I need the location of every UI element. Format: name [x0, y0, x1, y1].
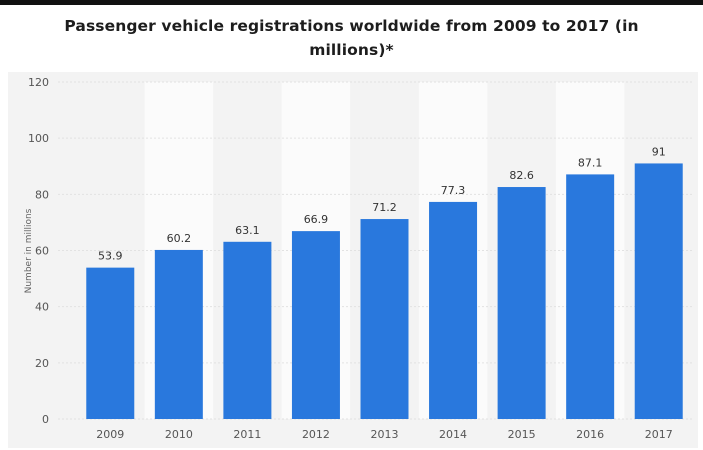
bar[interactable]	[154, 249, 203, 419]
x-tick-label: 2014	[439, 428, 467, 441]
x-tick-label: 2011	[233, 428, 261, 441]
x-tick-label: 2012	[302, 428, 330, 441]
x-tick-label: 2016	[576, 428, 604, 441]
bar[interactable]	[360, 219, 409, 419]
data-label: 66.9	[304, 213, 329, 226]
data-label: 63.1	[235, 224, 260, 237]
y-axis-label: Number in millions	[24, 208, 34, 293]
x-tick-label: 2010	[165, 428, 193, 441]
bar[interactable]	[86, 267, 135, 419]
bar[interactable]	[429, 201, 478, 419]
bar[interactable]	[634, 163, 683, 419]
y-tick-label: 20	[35, 357, 49, 370]
data-label: 91	[652, 145, 666, 158]
data-label: 87.1	[578, 156, 603, 169]
y-tick-label: 120	[28, 76, 49, 89]
bar[interactable]	[566, 174, 615, 419]
bar[interactable]	[223, 241, 272, 419]
x-tick-label: 2009	[96, 428, 124, 441]
bar[interactable]	[497, 187, 546, 419]
x-tick-label: 2013	[371, 428, 399, 441]
data-label: 53.9	[98, 250, 123, 263]
y-tick-label: 0	[42, 413, 49, 426]
chart-title: Passenger vehicle registrations worldwid…	[64, 17, 639, 59]
x-tick-label: 2017	[645, 428, 673, 441]
y-tick-label: 40	[35, 301, 49, 314]
x-tick-label: 2015	[508, 428, 536, 441]
y-tick-label: 100	[28, 132, 49, 145]
y-tick-label: 60	[35, 245, 49, 258]
data-label: 77.3	[441, 184, 466, 197]
data-label: 60.2	[167, 232, 192, 245]
data-label: 82.6	[509, 169, 534, 182]
bar[interactable]	[291, 231, 340, 419]
bars	[86, 163, 683, 419]
top-rule	[0, 0, 703, 5]
x-axis-ticks: 2009 2010 2011 2012 2013 2014 2015 2016 2017	[96, 428, 672, 441]
y-tick-label: 80	[35, 188, 49, 201]
data-labels: 53.9 60.2 63.1 66.9 71.2 77.3 82.6 87.1 91	[98, 145, 666, 262]
y-axis-ticks: 0 20 40 60 80 100 120	[28, 76, 49, 426]
data-label: 71.2	[372, 201, 397, 214]
